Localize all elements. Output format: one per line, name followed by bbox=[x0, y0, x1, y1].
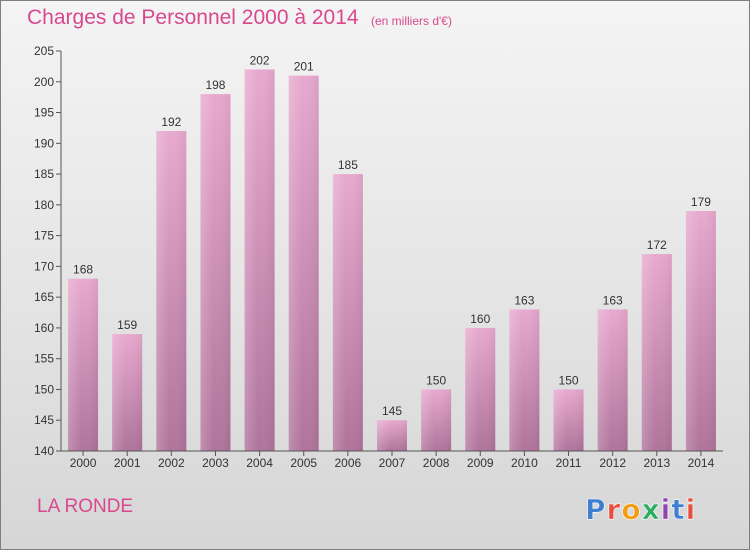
bar-shine bbox=[288, 75, 319, 451]
data-label-2001: 159 bbox=[117, 318, 137, 332]
data-label-2000: 168 bbox=[73, 263, 93, 277]
bar-shine bbox=[332, 174, 363, 452]
town-name: LA RONDE bbox=[37, 496, 134, 517]
y-tick-label: 140 bbox=[34, 444, 54, 458]
x-tick-label-2014: 2014 bbox=[688, 456, 715, 470]
y-tick-label: 170 bbox=[34, 259, 54, 273]
bar-shine bbox=[244, 69, 275, 451]
data-label-2008: 150 bbox=[426, 373, 446, 387]
data-label-2014: 179 bbox=[691, 195, 711, 209]
data-label-2004: 202 bbox=[250, 53, 270, 67]
y-tick-label: 155 bbox=[34, 352, 54, 366]
y-tick-label: 195 bbox=[34, 106, 54, 120]
x-tick-label-2006: 2006 bbox=[335, 456, 362, 470]
x-tick-label-2013: 2013 bbox=[643, 456, 670, 470]
bar-shine bbox=[421, 389, 452, 451]
proxiti-logo[interactable]: Proxiti bbox=[585, 487, 725, 531]
bar-shine bbox=[465, 327, 496, 451]
bar-shine bbox=[553, 389, 584, 451]
data-label-2011: 150 bbox=[559, 373, 579, 387]
x-tick-label-2004: 2004 bbox=[246, 456, 273, 470]
data-label-2002: 192 bbox=[161, 115, 181, 129]
chart-title: Charges de Personnel 2000 à 2014 bbox=[27, 6, 359, 29]
x-tick-label-2005: 2005 bbox=[290, 456, 317, 470]
data-label-2006: 185 bbox=[338, 158, 358, 172]
y-tick-label: 145 bbox=[34, 413, 54, 427]
x-tick-label-2002: 2002 bbox=[158, 456, 185, 470]
x-tick-label-2007: 2007 bbox=[379, 456, 406, 470]
x-axis: 2000 2001 2002 2003 2004 2005 2006 2007 2008 2009… bbox=[61, 450, 723, 470]
bar-shine bbox=[641, 254, 672, 451]
bar-shine bbox=[156, 131, 187, 451]
bar-shine bbox=[68, 278, 99, 451]
bars bbox=[68, 69, 716, 452]
y-tick-label: 180 bbox=[34, 198, 54, 212]
y-tick-label: 185 bbox=[34, 167, 54, 181]
y-tick-label: 160 bbox=[34, 321, 54, 335]
data-label-2012: 163 bbox=[603, 293, 623, 307]
x-tick-label-2000: 2000 bbox=[70, 456, 97, 470]
data-label-2010: 163 bbox=[514, 293, 534, 307]
x-tick-label-2001: 2001 bbox=[114, 456, 141, 470]
data-labels: 168 159 192 198 202 201 185 145 150 160 163 150 163 1… bbox=[73, 53, 711, 418]
data-label-2013: 172 bbox=[647, 238, 667, 252]
y-tick-label: 175 bbox=[34, 229, 54, 243]
bar-shine bbox=[509, 309, 540, 451]
bar-shine bbox=[112, 334, 143, 451]
y-tick-label: 150 bbox=[34, 382, 54, 396]
bar-shine bbox=[377, 420, 407, 451]
data-label-2007: 145 bbox=[382, 404, 402, 418]
y-axis: 140 145 150 155 160 165 170 175 180 185 190 195 200 2… bbox=[34, 44, 62, 458]
bar-shine bbox=[597, 309, 628, 451]
proxiti-logo-text: Proxiti bbox=[585, 493, 696, 526]
y-tick-label: 165 bbox=[34, 290, 54, 304]
chart-subtitle: (en milliers d'€) bbox=[371, 14, 452, 28]
x-tick-label-2012: 2012 bbox=[599, 456, 626, 470]
data-label-2005: 201 bbox=[294, 60, 314, 74]
bar-shine bbox=[200, 94, 231, 452]
bar-shine bbox=[685, 211, 716, 451]
y-tick-label: 190 bbox=[34, 136, 54, 150]
x-tick-label-2008: 2008 bbox=[423, 456, 450, 470]
x-tick-label-2009: 2009 bbox=[467, 456, 494, 470]
y-tick-label: 205 bbox=[34, 44, 54, 58]
data-label-2009: 160 bbox=[470, 312, 490, 326]
x-tick-label-2003: 2003 bbox=[202, 456, 229, 470]
y-tick-label: 200 bbox=[34, 75, 54, 89]
proxiti-logo-mark: Proxiti bbox=[585, 493, 696, 527]
data-label-2003: 198 bbox=[205, 78, 225, 92]
x-tick-label-2011: 2011 bbox=[556, 456, 582, 470]
x-tick-label-2010: 2010 bbox=[511, 456, 538, 470]
